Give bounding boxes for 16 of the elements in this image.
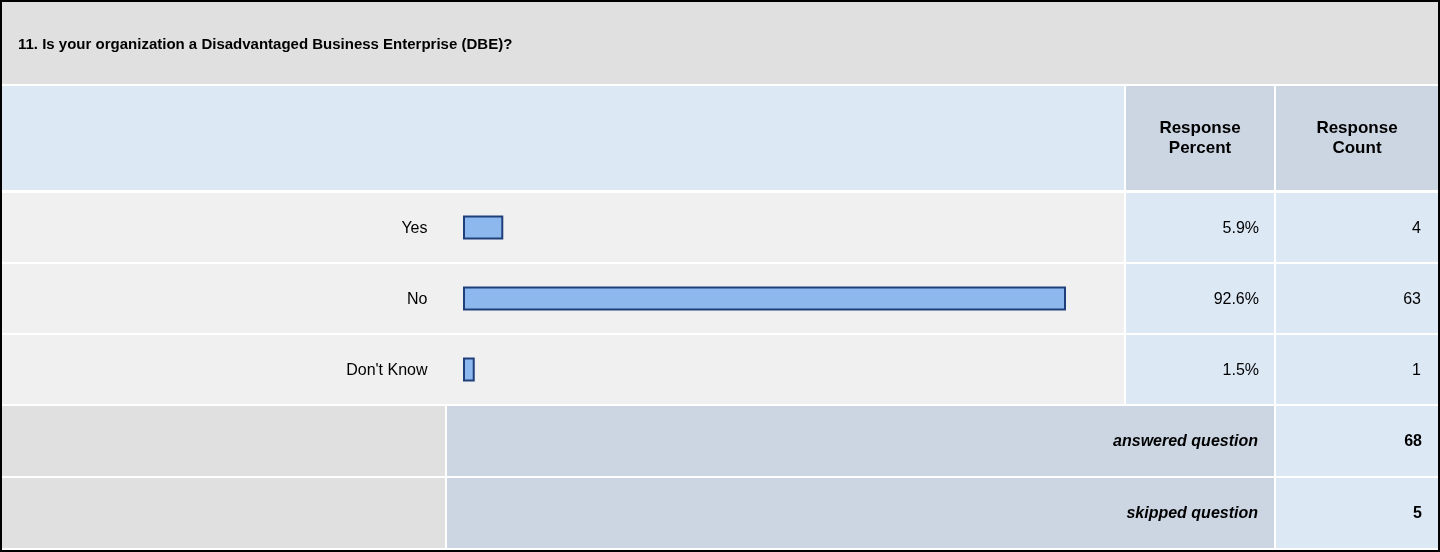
- text: Response Count: [1276, 86, 1438, 190]
- text: 4: [1412, 218, 1422, 236]
- data-label: 1.5%: [1222, 360, 1259, 378]
- data-label: 92.6%: [1213, 289, 1259, 307]
- text: 1: [1412, 360, 1422, 378]
- text: 63: [1403, 289, 1422, 307]
- text: 5: [1276, 478, 1438, 548]
- text: 68: [1276, 406, 1438, 476]
- data-label: 5.9%: [1222, 218, 1259, 236]
- y-tick-label: Yes: [401, 218, 428, 236]
- text: answered question: [447, 406, 1274, 476]
- y-tick-label: No: [407, 289, 428, 307]
- y-tick-label: Don't Know: [346, 360, 428, 378]
- text: skipped question: [447, 478, 1274, 548]
- text: Response Percent: [1126, 86, 1274, 190]
- text: 11. Is your organization a Disadvantaged Business Enterprise (DBE)?: [2, 2, 1438, 84]
